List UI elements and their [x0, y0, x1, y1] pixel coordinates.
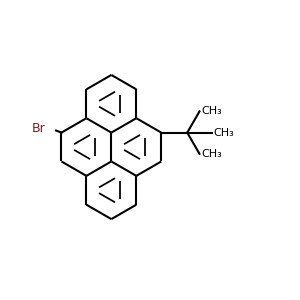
Text: CH₃: CH₃: [213, 128, 234, 138]
Text: Br: Br: [31, 122, 45, 135]
Text: CH₃: CH₃: [201, 106, 222, 116]
Text: CH₃: CH₃: [201, 149, 222, 159]
